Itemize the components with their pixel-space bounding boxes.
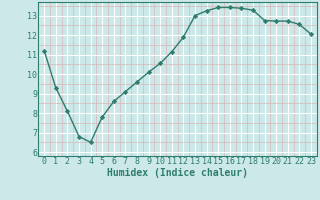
X-axis label: Humidex (Indice chaleur): Humidex (Indice chaleur) [107, 168, 248, 178]
